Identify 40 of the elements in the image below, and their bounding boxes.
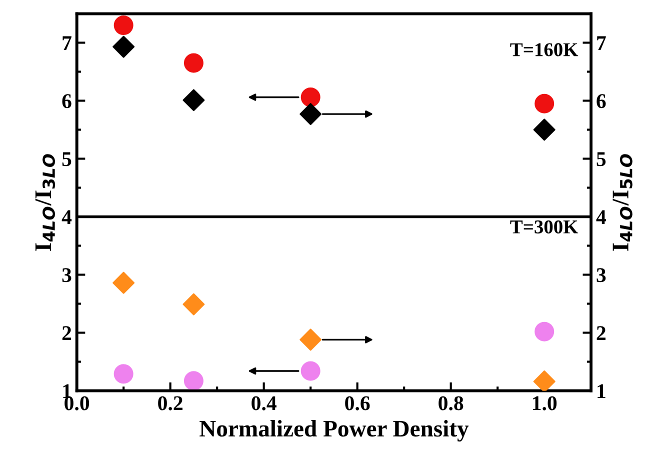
y2-tick-label: 1	[598, 384, 606, 398]
annotation: T=300K	[510, 220, 578, 234]
x-tick-label: 0.8	[438, 396, 464, 410]
y-tick-label: 5	[62, 152, 72, 166]
point	[300, 328, 322, 351]
x-tick-label: 1.0	[533, 396, 557, 410]
y-axis-title: I$_{4LO}$/I$_{3LO}$	[35, 154, 56, 251]
y2-axis-title: I$_{4LO}$/I$_{5LO}$	[612, 154, 632, 251]
y2-tick-label: 6	[596, 94, 606, 108]
x-tick-label: 0.4	[252, 396, 276, 410]
y-tick-label: 2	[62, 326, 72, 340]
point	[184, 371, 204, 391]
point	[182, 89, 205, 112]
x-tick-label: 0.0	[64, 396, 90, 410]
x-tick-label: 0.2	[158, 396, 182, 410]
y2-tick-label: 4	[596, 210, 606, 224]
y-tick-label: 4	[62, 210, 72, 224]
y2-tick-label: 7	[597, 36, 606, 50]
point	[300, 103, 322, 126]
point	[112, 272, 135, 294]
point	[533, 370, 556, 391]
y-tick-label: 6	[62, 94, 72, 108]
point	[533, 118, 556, 141]
y2-tick-label: 5	[596, 152, 606, 166]
point	[112, 36, 135, 58]
point	[184, 53, 204, 73]
point	[534, 322, 554, 342]
point	[114, 364, 134, 384]
point	[114, 16, 134, 36]
point	[534, 94, 554, 114]
y2-tick-label: 3	[596, 268, 606, 282]
point	[182, 293, 205, 316]
y2-tick-label: 2	[596, 326, 606, 340]
x-axis-title: Normalized Power Density	[200, 420, 469, 442]
annotation: T=160K	[510, 43, 578, 56]
point	[300, 361, 320, 381]
y-tick-label: 3	[62, 268, 72, 282]
x-tick-label: 0.6	[345, 396, 370, 410]
y-tick-label: 7	[62, 36, 72, 50]
point	[300, 87, 320, 107]
